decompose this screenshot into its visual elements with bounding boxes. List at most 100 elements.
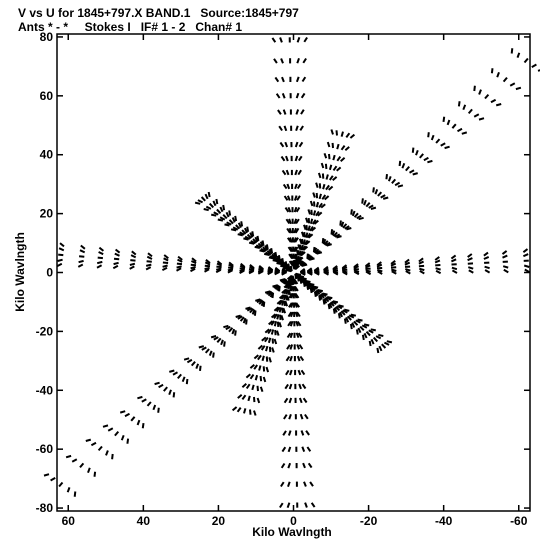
uv-point	[332, 176, 338, 182]
uv-point	[300, 231, 305, 238]
uv-point	[515, 86, 522, 91]
uv-point	[220, 339, 224, 346]
uv-point	[394, 181, 401, 187]
uv-point	[323, 271, 330, 276]
uv-point	[335, 306, 341, 312]
uv-point	[300, 430, 305, 436]
uv-point	[271, 37, 277, 43]
uv-point	[300, 369, 306, 376]
uv-point	[228, 263, 234, 268]
uv-point	[246, 233, 252, 239]
uv-point	[287, 311, 293, 318]
uv-point	[405, 270, 411, 275]
uv-point	[256, 397, 261, 404]
uv-point	[276, 314, 280, 320]
uv-point	[262, 246, 268, 252]
uv-point	[411, 147, 415, 153]
uv-point	[364, 264, 371, 269]
uv-point	[286, 502, 291, 509]
uv-point	[58, 247, 65, 252]
uv-point	[146, 401, 152, 407]
uv-point	[197, 199, 204, 204]
uv-point	[130, 254, 137, 259]
uv-point	[93, 471, 97, 477]
uv-point	[315, 182, 319, 189]
uv-point	[372, 336, 379, 343]
uv-point	[332, 154, 336, 161]
uv-point	[216, 260, 223, 266]
uv-point	[258, 265, 264, 270]
uv-point	[225, 211, 230, 218]
uv-point	[158, 383, 164, 389]
uv-point	[236, 407, 242, 413]
uv-point	[301, 446, 306, 452]
uv-point	[284, 300, 289, 307]
uv-point	[310, 502, 316, 508]
uv-point	[286, 195, 291, 201]
uv-point	[181, 376, 186, 383]
uv-point	[264, 328, 270, 334]
uv-point	[283, 414, 288, 420]
uv-point	[318, 193, 322, 200]
uv-point	[316, 289, 322, 294]
uv-point	[339, 311, 344, 318]
uv-point	[435, 267, 441, 271]
uv-point	[478, 89, 482, 95]
uv-point	[370, 338, 375, 345]
uv-point	[315, 210, 320, 217]
uv-point	[335, 130, 338, 136]
uv-point	[462, 104, 467, 111]
uv-point	[323, 298, 328, 304]
uv-point	[340, 131, 344, 137]
uv-point	[253, 354, 259, 360]
uv-point	[328, 164, 333, 171]
uv-point	[254, 374, 259, 381]
uv-point	[287, 206, 292, 213]
uv-point	[289, 355, 293, 362]
uv-point	[290, 311, 294, 318]
uv-point	[281, 169, 287, 176]
uv-point	[231, 217, 236, 223]
uv-point	[484, 93, 490, 100]
uv-point	[241, 394, 247, 400]
uv-point	[404, 258, 410, 264]
uv-point	[280, 155, 286, 162]
uv-point	[105, 450, 109, 456]
uv-point	[306, 284, 310, 290]
uv-point	[126, 438, 130, 444]
uv-point	[168, 389, 172, 396]
uv-point	[262, 376, 267, 383]
uv-point	[284, 383, 289, 390]
uv-point	[294, 169, 298, 176]
uv-point	[216, 265, 222, 269]
uv-point	[321, 237, 325, 244]
uv-point	[288, 413, 292, 420]
uv-point	[227, 268, 234, 272]
uv-point	[297, 332, 303, 338]
uv-point	[434, 259, 441, 264]
uv-point	[200, 196, 206, 202]
uv-point	[289, 332, 294, 339]
uv-point	[264, 290, 271, 294]
uv-point	[329, 301, 335, 307]
uv-point	[239, 231, 245, 236]
uv-point	[315, 201, 320, 208]
uv-point	[307, 271, 313, 276]
uv-point	[172, 392, 176, 398]
uv-point	[284, 207, 290, 213]
uv-point	[423, 156, 429, 162]
uv-point	[312, 210, 317, 216]
uv-point	[289, 369, 293, 376]
uv-point	[210, 335, 217, 339]
uv-point	[281, 446, 287, 453]
uv-point	[268, 320, 274, 326]
uv-point	[227, 269, 233, 274]
uv-point	[300, 271, 306, 276]
uv-point	[451, 269, 458, 274]
uv-point	[298, 238, 303, 245]
uv-point	[270, 248, 274, 254]
uv-point	[353, 212, 359, 218]
uv-point	[288, 286, 294, 292]
uv-point	[79, 255, 85, 258]
uv-point	[162, 261, 169, 264]
